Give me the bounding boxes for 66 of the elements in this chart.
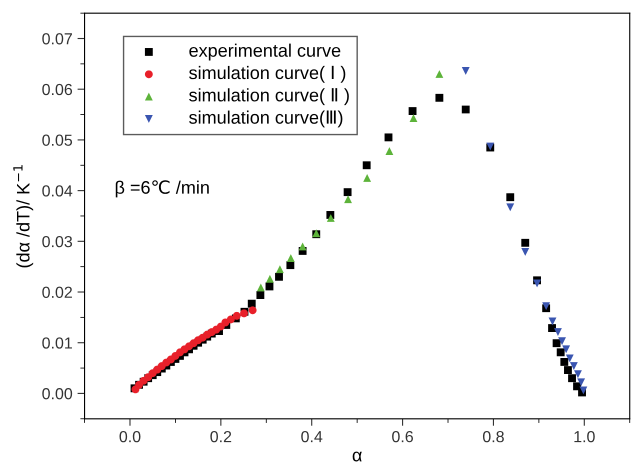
- legend-label: simulation curve(Ⅲ): [189, 110, 342, 128]
- point: [410, 114, 418, 122]
- point: [275, 272, 283, 281]
- point: [521, 238, 530, 247]
- point: [435, 94, 444, 102]
- point: [256, 284, 265, 292]
- annotation: β =6℃ /min: [116, 180, 209, 198]
- y-tick-label: 0.03: [42, 236, 72, 248]
- legend-label: simulation curve( Ⅱ ): [189, 88, 349, 106]
- y-tick-label: 0.05: [42, 134, 72, 146]
- point: [256, 291, 264, 299]
- point: [435, 70, 444, 78]
- point: [326, 214, 335, 222]
- point: [232, 312, 241, 320]
- legend-label: simulation curve( Ⅰ ): [189, 66, 346, 83]
- point: [506, 203, 514, 212]
- point: [556, 348, 565, 356]
- point: [552, 339, 561, 348]
- y-tick-label: 0.07: [42, 33, 72, 44]
- point: [344, 188, 352, 196]
- y-tick-label: 0.06: [42, 84, 72, 96]
- point: [554, 328, 562, 336]
- point: [408, 107, 416, 115]
- point: [248, 306, 257, 314]
- point: [560, 358, 568, 366]
- point: [562, 345, 570, 354]
- point: [570, 362, 578, 370]
- point: [248, 300, 256, 308]
- point: [566, 354, 574, 362]
- point: [362, 161, 371, 170]
- point: [266, 282, 274, 290]
- y-tick-label: 0.04: [42, 185, 72, 197]
- point: [276, 265, 284, 274]
- point: [564, 366, 572, 374]
- point: [577, 378, 586, 386]
- point: [548, 317, 556, 326]
- x-tick-label: 0.6: [392, 430, 413, 442]
- x-tick-label: 0.2: [210, 430, 232, 442]
- point: [363, 174, 372, 182]
- x-tick-label: 0.4: [301, 430, 322, 442]
- point: [298, 242, 307, 250]
- x-axis-title: α: [352, 452, 362, 462]
- point: [574, 370, 582, 378]
- y-tick-label: 0.01: [42, 337, 72, 349]
- point: [558, 337, 566, 346]
- point: [506, 193, 514, 202]
- point: [385, 147, 394, 155]
- legend-label: experimental curve: [189, 44, 340, 60]
- x-tick-label: 0.0: [120, 430, 140, 442]
- y-tick-label: 0.00: [42, 388, 72, 400]
- point: [384, 133, 392, 142]
- point: [462, 106, 470, 114]
- point: [226, 315, 235, 324]
- point: [344, 195, 352, 204]
- point: [266, 274, 274, 283]
- y-tick-label: 0.02: [42, 286, 72, 298]
- point: [533, 279, 541, 288]
- x-tick-label: 1.0: [574, 430, 595, 442]
- point: [548, 324, 556, 332]
- point: [568, 374, 576, 382]
- x-tick-label: 0.8: [482, 430, 504, 442]
- point: [462, 67, 470, 75]
- point: [521, 248, 530, 256]
- point: [286, 254, 295, 262]
- y-axis-title: (dα /dT)/ K$^{−1}$: [13, 165, 34, 268]
- point: [286, 261, 294, 270]
